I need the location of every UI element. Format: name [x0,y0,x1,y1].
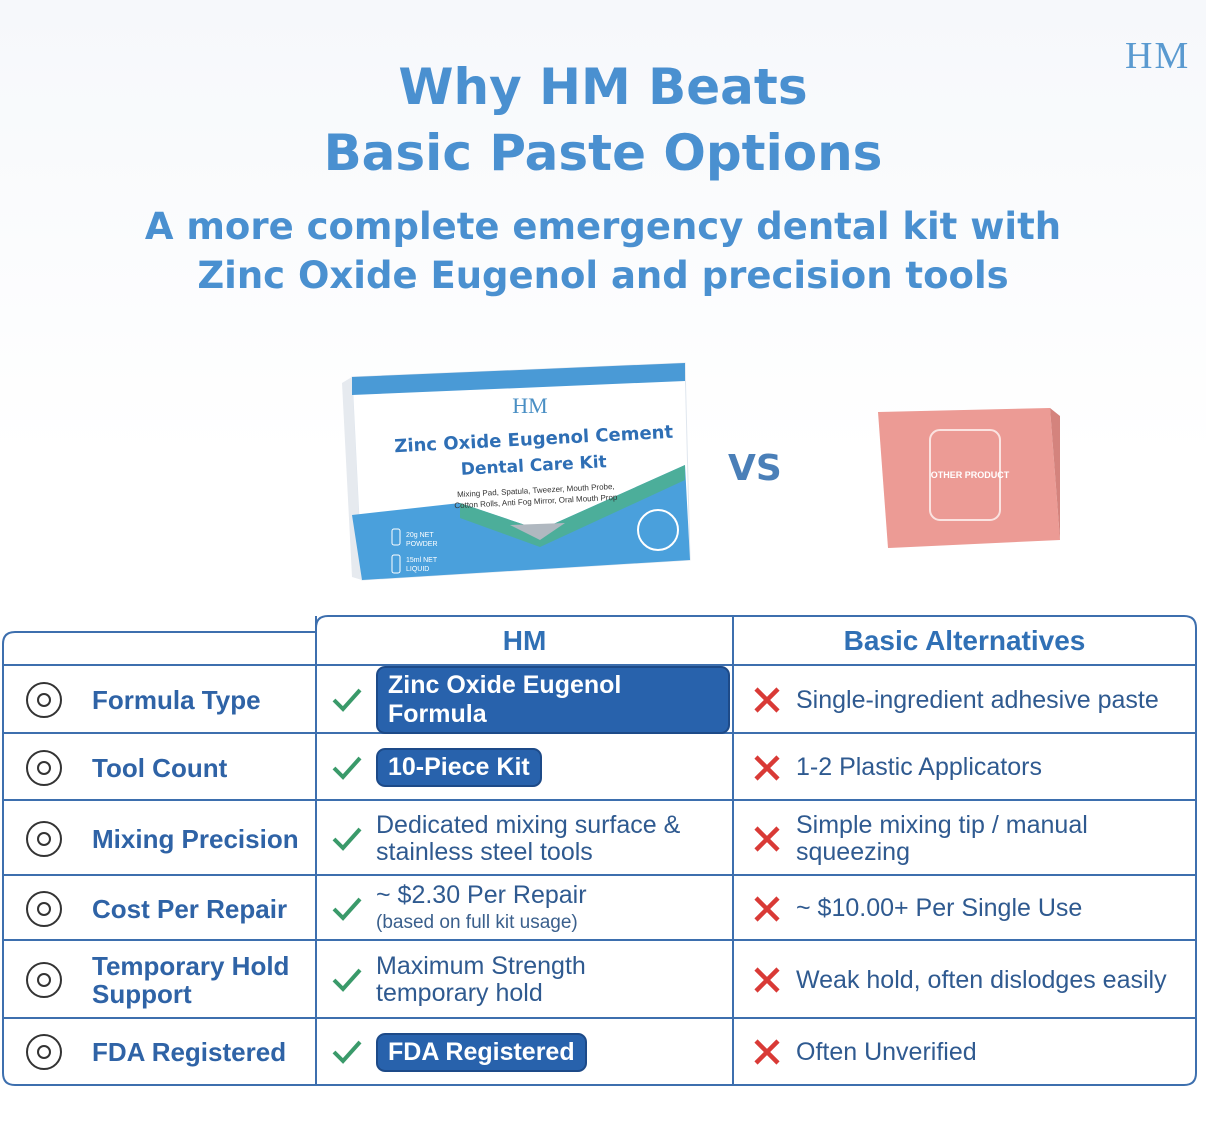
row-label: Cost Per Repair [92,895,287,923]
hm-line: ~ $2.30 Per Repair [376,880,587,909]
row-label: Formula Type [92,686,261,714]
hm-cell: Zinc Oxide Eugenol Formula [330,666,730,734]
hm-note: (based on full kit usage) [376,911,578,933]
row-label-line: Support [92,979,192,1009]
alt-value: ~ $10.00+ Per Single Use [796,895,1082,922]
alt-line: Often Unverified [796,1037,977,1066]
row-label-line: Cost Per Repair [92,893,288,924]
row-label-line: Tool Count [92,752,228,783]
box-logo: HM [512,393,547,418]
alt-line: 1-2 Plastic Applicators [796,753,1042,781]
alt-cell: Weak hold, often dislodges easily [752,941,1192,1019]
hm-cell: Maximum Strength temporary hold [330,941,730,1019]
box-liquid: LIQUID [406,566,429,573]
alt-line: Weak hold, often dislodges easily [796,965,1167,994]
hm-line: Dedicated mixing surface & [376,810,681,839]
row-label-cell: Mixing Precision [14,801,314,876]
alt-cell: Single-ingredient adhesive paste [752,666,1192,734]
alt-value: Often Unverified [796,1037,977,1066]
alt-cell: Simple mixing tip / manual squeezing [752,801,1192,876]
hm-cell: 10-Piece Kit [330,734,730,801]
hm-line: Zinc Oxide Eugenol Formula [388,671,622,728]
row-label-cell: Temporary Hold Support [14,941,314,1019]
alt-cell: ~ $10.00+ Per Single Use [752,876,1192,941]
logo: HM [1125,35,1191,77]
row-label: FDA Registered [92,1038,286,1066]
hm-value: Dedicated mixing surface & stainless stee… [376,810,681,866]
hm-line: Maximum Strength [376,952,586,980]
alt-line: Single-ingredient adhesive paste [796,685,1159,714]
row-label-cell: Cost Per Repair [14,876,314,941]
row-label-cell: FDA Registered [14,1019,314,1085]
hm-value: ~ $2.30 Per Repair (based on full kit usa… [376,880,587,936]
hm-line: stainless steel tools [376,837,593,866]
hm-value: FDA Registered [376,1032,587,1072]
row-label-cell: Tool Count [14,734,314,801]
hm-value: 10-Piece Kit [376,748,542,787]
box-liquid: 15ml NET [406,557,438,564]
alt-line: ~ $10.00+ Per Single Use [796,894,1083,922]
row-label-line: Temporary Hold [92,951,290,981]
row-label: Temporary Hold Support [92,952,289,1008]
other-product-box: OTHER PRODUCT [878,408,1060,548]
alt-cell: Often Unverified [752,1019,1192,1085]
other-box-label: OTHER PRODUCT [931,470,1010,480]
vs-label: VS [728,448,782,489]
box-powder: 20g NET [406,532,434,539]
row-label: Tool Count [92,754,227,782]
subtitle-line: Zinc Oxide Eugenol and precision tools [197,254,1009,297]
alt-value: Weak hold, often dislodges easily [796,965,1167,994]
hm-value: Maximum Strength temporary hold [376,953,586,1007]
alt-line: squeezing [796,837,910,866]
alt-value: Simple mixing tip / manual squeezing [796,810,1088,866]
alt-value: 1-2 Plastic Applicators [796,754,1042,781]
title-line: Why HM Beats [398,58,808,116]
subtitle-line: A more complete emergency dental kit wit… [144,205,1062,248]
hm-line: FDA Registered [388,1037,575,1066]
column-header: Basic Alternatives [843,625,1086,656]
hm-cell: Dedicated mixing surface & stainless stee… [330,801,730,876]
hm-product-box: HM Zinc Oxide Eugenol Cement Dental Care… [342,362,691,581]
row-label-line: Mixing Precision [92,823,299,854]
hm-line: 10-Piece Kit [388,753,530,781]
hm-cell: FDA Registered [330,1019,730,1085]
row-label: Mixing Precision [92,825,299,853]
hm-line: temporary hold [376,979,543,1007]
alt-line: Simple mixing tip / manual [796,810,1088,839]
row-label-line: FDA Registered [92,1037,287,1067]
title-line: Basic Paste Options [323,124,883,182]
hm-value: Zinc Oxide Eugenol Formula [376,666,730,734]
box-powder: POWDER [406,541,438,548]
column-header: HM [502,625,547,656]
alt-value: Single-ingredient adhesive paste [796,685,1159,714]
hm-cell: ~ $2.30 Per Repair (based on full kit usa… [330,876,730,941]
row-label-cell: Formula Type [14,666,314,734]
row-label-line: Formula Type [92,685,261,715]
alt-cell: 1-2 Plastic Applicators [752,734,1192,801]
